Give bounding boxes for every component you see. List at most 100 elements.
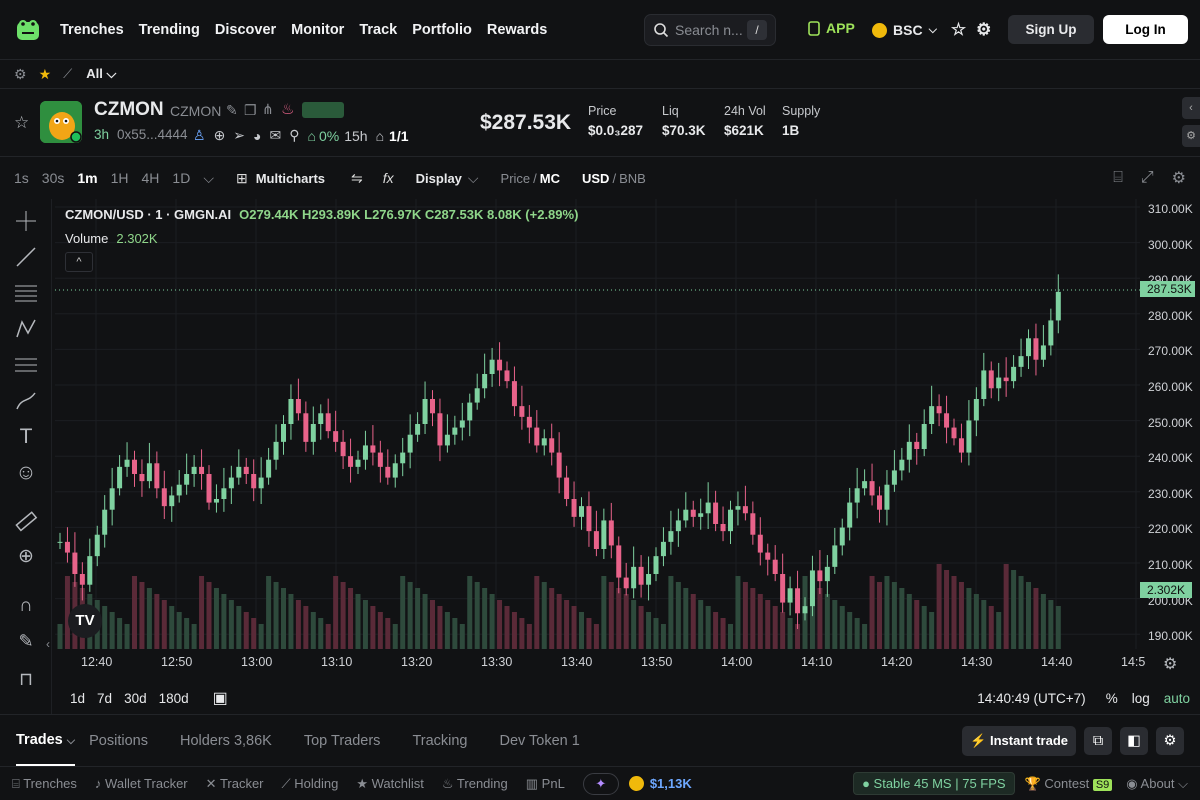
add-chart-icon[interactable]: ⊞ <box>235 169 248 186</box>
bnb-toggle[interactable]: BNB <box>619 170 646 186</box>
share-icon[interactable]: ⋔ <box>262 101 274 117</box>
time-axis[interactable]: 12:40 12:50 13:00 13:10 13:20 13:30 13:40 13:50… <box>55 649 1145 677</box>
nav-track[interactable]: Track <box>359 21 398 38</box>
status-pnl[interactable]: ▥ PnL <box>526 776 565 792</box>
zoom-icon[interactable]: ⊕ <box>18 546 34 567</box>
tradingview-logo[interactable]: TV <box>68 604 102 638</box>
log-toggle[interactable]: log <box>1131 690 1150 706</box>
range-7d[interactable]: 7d <box>97 690 113 706</box>
camera-icon[interactable]: ⌸ <box>1113 169 1123 186</box>
edit-icon[interactable]: ✎ <box>226 102 238 118</box>
collapse-tools-icon[interactable]: ‹ <box>46 637 50 651</box>
measure-lines-icon[interactable] <box>14 353 38 377</box>
gear-icon[interactable]: ⚙ <box>976 20 992 39</box>
about-link[interactable]: ◉ About ⌵ <box>1126 775 1188 791</box>
contest-link[interactable]: 🏆 Contest S9 <box>1025 776 1113 792</box>
text-icon[interactable]: T <box>19 425 33 448</box>
status-trending[interactable]: ♨ Trending <box>442 776 508 792</box>
calendar-icon[interactable]: ▣ <box>212 690 228 707</box>
display-dropdown[interactable]: Display <box>415 170 462 186</box>
status-tracker[interactable]: ✕ Tracker <box>206 776 264 792</box>
timeframe-1d[interactable]: 1D <box>172 170 191 186</box>
tab-positions[interactable]: Positions <box>89 732 148 749</box>
instant-trade-button[interactable]: ⚡ Instant trade <box>962 725 1076 756</box>
panel-settings-icon[interactable]: ⚙ <box>1182 125 1200 147</box>
timeframe-1h[interactable]: 1H <box>110 170 129 186</box>
status-watchlist[interactable]: ★ Watchlist <box>356 776 424 792</box>
auto-toggle[interactable]: auto <box>1163 690 1190 706</box>
nav-trending[interactable]: Trending <box>138 21 200 38</box>
note-icon[interactable]: ✉ <box>269 127 282 143</box>
multicharts-button[interactable]: Multicharts <box>255 170 326 186</box>
axis-settings-icon[interactable]: ⚙ <box>1163 656 1178 673</box>
chart-link-icon[interactable]: ◕ <box>253 127 262 144</box>
chain-selector[interactable]: BSC ⌵ ☆ ⚙ <box>872 20 991 40</box>
timeframe-more-icon[interactable]: ⌵ <box>203 169 214 186</box>
settings-icon[interactable]: ⚙ <box>14 65 27 82</box>
emoji-icon[interactable]: ☺ <box>15 461 37 484</box>
nav-rewards[interactable]: Rewards <box>486 21 548 38</box>
layout-icon[interactable]: ⧉ <box>1084 726 1112 755</box>
mc-toggle[interactable]: MC <box>539 170 560 186</box>
collapse-legend-button[interactable]: ^ <box>65 252 93 272</box>
telegram-icon[interactable]: ➢ <box>233 127 246 143</box>
token-address[interactable]: 0x55...4444 <box>117 127 188 142</box>
pencil-lock-icon[interactable]: ✎ <box>18 631 34 651</box>
usd-toggle[interactable]: USD <box>582 170 610 186</box>
price-toggle[interactable]: Price <box>500 170 531 186</box>
ruler-icon[interactable] <box>14 509 38 533</box>
gmgn-logo[interactable] <box>14 16 42 44</box>
range-30d[interactable]: 30d <box>124 690 147 706</box>
status-wallet-tracker[interactable]: ♪ Wallet Tracker <box>95 776 188 791</box>
timeframe-4h[interactable]: 4H <box>141 170 160 186</box>
tab-trades[interactable]: Trades ⌵ <box>16 716 76 766</box>
balance-value[interactable]: $1,13K <box>649 776 692 791</box>
bridge-icon[interactable]: ✦ <box>582 772 619 795</box>
timeframe-30s[interactable]: 30s <box>41 170 65 186</box>
lock-icon[interactable]: ⊓ <box>18 669 34 689</box>
range-180d[interactable]: 180d <box>158 690 189 706</box>
connection-status[interactable]: ● Stable 45 MS | 75 FPS <box>853 772 1015 795</box>
crosshair-icon[interactable] <box>14 209 38 233</box>
signup-button[interactable]: Sign Up <box>1008 15 1094 44</box>
copy-icon[interactable]: ❐ <box>244 102 257 118</box>
brush-icon[interactable] <box>14 389 38 413</box>
globe-icon[interactable]: ⊕ <box>213 127 226 143</box>
timeframe-1m[interactable]: 1m <box>77 170 98 186</box>
magnet-icon[interactable]: ∩ <box>19 595 33 616</box>
star-filled-icon[interactable]: ★ <box>38 65 52 82</box>
indicators-icon[interactable]: fx <box>382 170 394 186</box>
tabs-settings-icon[interactable]: ⚙ <box>1156 726 1184 755</box>
login-button[interactable]: Log In <box>1103 15 1188 44</box>
tab-tracking[interactable]: Tracking <box>412 732 468 749</box>
sidebar-toggle-icon[interactable]: ◧ <box>1120 726 1148 755</box>
star-icon[interactable]: ☆ <box>950 20 967 39</box>
percent-toggle[interactable]: % <box>1105 690 1118 706</box>
trendline-icon[interactable] <box>14 245 38 269</box>
price-chart[interactable] <box>55 199 1140 649</box>
search-input[interactable]: Search n... / <box>644 14 776 46</box>
nav-discover[interactable]: Discover <box>214 21 277 38</box>
chart-icon[interactable]: ⟋ <box>63 66 73 81</box>
favorite-star-icon[interactable]: ☆ <box>14 113 30 132</box>
candlestick-svg[interactable] <box>55 199 1140 649</box>
fib-icon[interactable] <box>14 281 38 305</box>
range-1d[interactable]: 1d <box>70 690 86 706</box>
fullscreen-icon[interactable]: ⤢ <box>1140 169 1154 186</box>
search-link-icon[interactable]: ⚲ <box>289 127 300 143</box>
user-icon[interactable]: ♙ <box>193 127 206 143</box>
timeframe-1s[interactable]: 1s <box>14 170 29 186</box>
compare-icon[interactable]: ⇋ <box>351 169 363 186</box>
filter-dropdown[interactable]: All ⌵ <box>86 66 117 81</box>
collapse-icon[interactable]: ‹ <box>1182 97 1200 119</box>
status-trenches[interactable]: ⌸ Trenches <box>12 776 77 792</box>
chart-settings-icon[interactable]: ⚙ <box>1171 170 1186 187</box>
price-axis[interactable]: 310.00K300.00K290.00K280.00K270.00K260.0… <box>1140 199 1200 649</box>
tab-dev-token[interactable]: Dev Token 1 <box>499 732 580 749</box>
tab-holders[interactable]: Holders 3,86K <box>179 732 272 749</box>
nav-monitor[interactable]: Monitor <box>291 21 345 38</box>
pattern-icon[interactable] <box>14 317 38 341</box>
nav-trenches[interactable]: Trenches <box>60 21 124 38</box>
tab-top-traders[interactable]: Top Traders <box>303 732 381 749</box>
app-button[interactable]: APP <box>808 20 855 36</box>
